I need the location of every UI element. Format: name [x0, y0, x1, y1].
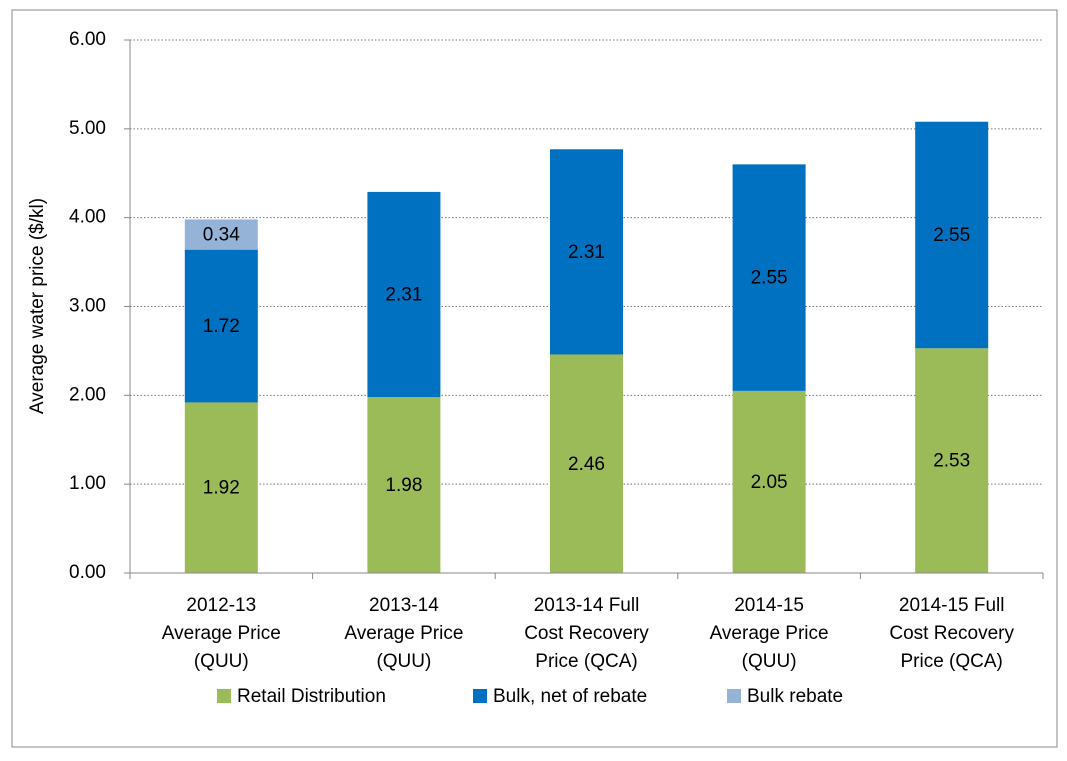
data-label: 2.31: [568, 242, 605, 263]
y-tick-label: 6.00: [69, 29, 106, 50]
legend-label: Bulk, net of rebate: [493, 686, 647, 707]
data-label: 1.98: [385, 475, 422, 496]
x-tick-label: (QUU): [742, 651, 797, 672]
bar-segment: [184, 249, 258, 403]
x-tick-label: Cost Recovery: [889, 623, 1014, 644]
data-label: 2.55: [933, 225, 970, 246]
x-tick-label: 2014-15: [734, 595, 804, 616]
bar-segment: [915, 348, 989, 573]
bar-segment: [367, 397, 441, 573]
data-label: 1.92: [203, 478, 240, 499]
legend-label: Bulk rebate: [747, 686, 843, 707]
y-tick-label: 2.00: [69, 384, 106, 405]
bar-segment: [184, 402, 258, 573]
y-tick-label: 3.00: [69, 296, 106, 317]
bar-segment: [550, 149, 623, 355]
x-tick-label: (QUU): [376, 651, 431, 672]
y-tick-label: 1.00: [69, 473, 106, 494]
y-tick-label: 4.00: [69, 207, 106, 228]
x-tick-label: 2013-14: [369, 595, 439, 616]
bar-segment: [732, 164, 806, 391]
bar-segment: [915, 121, 989, 349]
data-label: 2.46: [568, 454, 605, 475]
data-label: 2.31: [385, 285, 422, 306]
y-axis-label: Average water price ($/kl): [27, 198, 48, 414]
data-label: 2.53: [933, 451, 970, 472]
x-tick-label: Average Price: [162, 623, 281, 644]
data-label: 2.05: [751, 472, 788, 493]
x-tick-label: Price (QCA): [900, 651, 1002, 672]
x-tick-label: Average Price: [344, 623, 463, 644]
data-label: 1.72: [203, 316, 240, 337]
x-tick-label: Price (QCA): [535, 651, 637, 672]
data-label: 2.55: [751, 268, 788, 289]
y-tick-label: 0.00: [69, 562, 106, 583]
x-tick-label: 2013-14 Full: [534, 595, 640, 616]
legend-swatch: [727, 689, 741, 703]
bar-segment: [184, 219, 258, 250]
y-tick-label: 5.00: [69, 118, 106, 139]
bar-segment: [367, 191, 441, 398]
x-tick-label: Average Price: [710, 623, 829, 644]
x-tick-label: 2014-15 Full: [899, 595, 1005, 616]
x-tick-label: Cost Recovery: [524, 623, 649, 644]
legend-swatch: [217, 689, 231, 703]
bar-segment: [550, 354, 623, 573]
data-label: 0.34: [203, 225, 240, 246]
legend-swatch: [473, 689, 487, 703]
bar-segment: [732, 390, 806, 573]
x-tick-label: (QUU): [194, 651, 249, 672]
x-tick-label: 2012-13: [186, 595, 256, 616]
legend-label: Retail Distribution: [237, 686, 386, 707]
